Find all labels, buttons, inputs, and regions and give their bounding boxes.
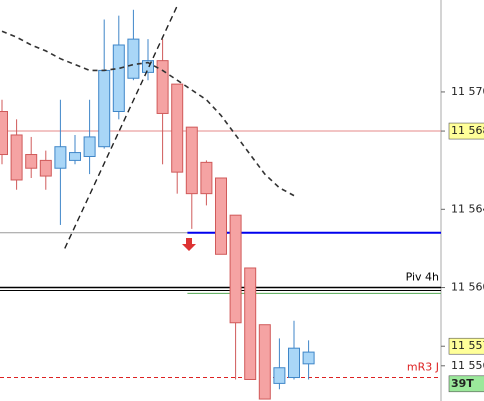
candle-body: [10, 134, 23, 181]
candle-body: [302, 351, 315, 365]
level-label: Piv 4h: [406, 271, 439, 284]
candle-body: [54, 146, 67, 169]
candle-body: [127, 38, 140, 79]
y-tick-label: 11 560: [451, 281, 484, 294]
y-tick-label: 11 564: [451, 202, 484, 215]
price-label: 11 557: [451, 339, 484, 352]
candle-body: [273, 367, 286, 384]
candle-body: [83, 136, 96, 157]
candle-body: [112, 44, 125, 112]
moving-average: [1, 30, 295, 197]
price-label: 39T: [451, 377, 474, 390]
price-label: 11 556: [451, 359, 484, 372]
candle-body: [171, 83, 184, 173]
level-label: mR3 J: [407, 361, 439, 374]
candle-body: [25, 154, 38, 169]
candle-body: [0, 110, 8, 156]
price-label-box: [448, 337, 484, 355]
y-tick-label: 11 570: [451, 85, 484, 98]
price-label-box: [448, 375, 484, 393]
candle-body: [215, 177, 227, 255]
candle-body: [288, 347, 300, 379]
candle-body: [200, 161, 213, 195]
trendline: [64, 5, 178, 249]
candle-body: [69, 152, 81, 161]
price-label-box: [448, 122, 484, 140]
price-label: 11 568: [451, 124, 484, 137]
candle-body: [156, 60, 169, 114]
candle-body: [98, 69, 111, 148]
candle-body: [185, 126, 198, 195]
signal-arrow: [182, 238, 196, 251]
candle-body: [258, 324, 271, 400]
candle-body: [39, 159, 52, 177]
candle-body: [229, 214, 242, 324]
candle-body: [142, 60, 154, 73]
candle-body: [244, 267, 257, 380]
